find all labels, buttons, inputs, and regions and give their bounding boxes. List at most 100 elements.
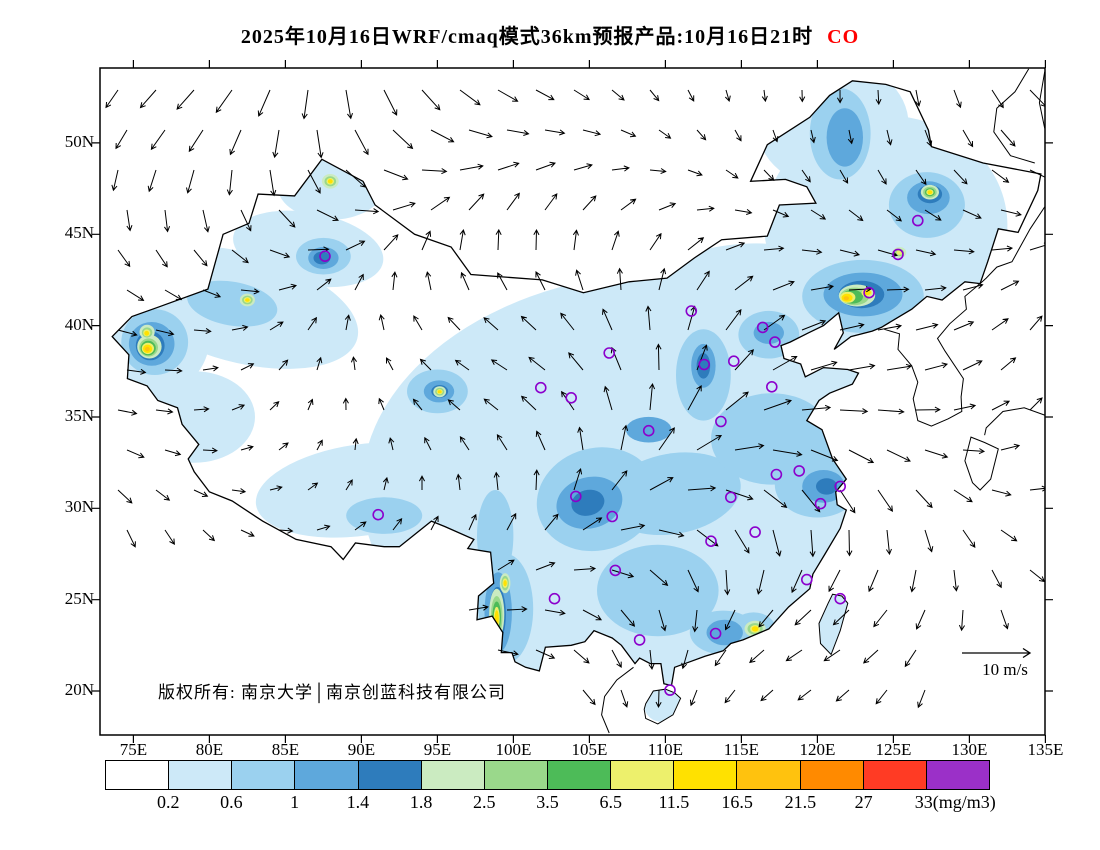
lat-tick-label: 20N [64, 680, 94, 699]
station-marker [569, 490, 582, 503]
lon-tick-label: 100E [495, 740, 532, 759]
lon-tick-label: 80E [195, 740, 224, 759]
station-marker [749, 526, 761, 538]
china-border [111, 80, 1042, 687]
colorbar-tick-label: 21.5 [784, 792, 817, 812]
colorbar: 0.2 0.6 1 1.4 1.8 2.5 3.5 6.5 11.5 16.5 21.5 27 33(m… [105, 760, 996, 820]
colorbar-segment [106, 761, 170, 789]
station-marker [793, 465, 806, 477]
title-text: 2025年10月16日WRF/cmaq模式36km预报产品:10月16日21时 [240, 26, 814, 48]
contour-blob [753, 321, 784, 344]
colorbar-segment [611, 761, 675, 789]
lat-tick-label: 45N [64, 223, 94, 243]
station-marker [709, 627, 722, 640]
station-marker [606, 510, 619, 523]
station-marker [765, 380, 778, 393]
contour-blob [597, 544, 719, 637]
contour-blob [133, 371, 255, 463]
copyright-text: 版权所有: 南京大学│南京创蓝科技有限公司 [158, 683, 507, 702]
station-marker [609, 564, 622, 577]
lon-tick-label: 130E [951, 740, 988, 759]
colorbar-segment [169, 761, 233, 789]
wind-vectors [105, 89, 1045, 709]
contour-blob [145, 346, 150, 352]
station-marker [834, 480, 847, 493]
station-marker [548, 592, 561, 605]
lon-tick-label: 115E [723, 740, 760, 759]
colorbar-segment [358, 761, 422, 789]
colorbar-tick-label: 1.8 [409, 792, 433, 812]
station-marker [372, 508, 385, 521]
contour-blob [346, 497, 423, 534]
taiwan-outline [818, 593, 849, 656]
station-marker [685, 305, 698, 317]
colorbar-tick-label: 0.6 [220, 792, 243, 812]
contour-blob [625, 416, 672, 443]
colorbar-tick-label: 3.5 [536, 792, 559, 812]
station-markers [319, 214, 924, 696]
lat-tick-label: 30N [64, 497, 94, 517]
station-marker [727, 355, 740, 368]
station-marker [769, 336, 781, 348]
colorbar-tick-label: 33(mg/m3) [914, 792, 996, 812]
lon-tick-label: 120E [799, 740, 836, 759]
station-marker [892, 248, 904, 261]
station-marker [565, 391, 578, 404]
lon-tick-label: 95E [423, 740, 452, 759]
contour-blob [751, 626, 759, 632]
colorbar-segment [926, 761, 989, 789]
lon-tick-label: 105E [571, 740, 608, 759]
contour-blob [144, 330, 150, 336]
colorbar-segment [547, 761, 612, 789]
colorbar-segment [863, 761, 927, 789]
contour-blob [437, 390, 442, 394]
lat-tick-label: 35N [64, 405, 94, 425]
colorbar-tick-label: 1 [290, 792, 300, 812]
station-marker [911, 214, 924, 227]
contour-blob [327, 179, 333, 184]
station-marker [705, 535, 717, 548]
colorbar-segment [421, 761, 485, 789]
contour-blob [605, 452, 741, 536]
title-pollutant: CO [827, 26, 860, 48]
station-marker [698, 358, 711, 371]
lon-tick-label: 110E [647, 740, 684, 759]
wind-scale-label: 10 m/s [982, 660, 1028, 679]
station-marker [724, 491, 737, 504]
contour-blob [927, 190, 933, 195]
lon-tick-label: 125E [875, 740, 912, 759]
station-marker [834, 592, 847, 605]
colorbar-swatches [105, 760, 990, 790]
colorbar-tick-label: 11.5 [658, 792, 690, 812]
forecast-map [92, 60, 1053, 743]
contour-layer [112, 80, 1008, 722]
colorbar-segment [800, 761, 864, 789]
lat-tick-label: 25N [64, 588, 94, 608]
contour-blob [313, 251, 331, 265]
contour-blob [376, 398, 529, 509]
station-marker [642, 424, 655, 437]
lat-tick-label: 40N [64, 314, 94, 334]
colorbar-tick-label: 2.5 [473, 792, 496, 812]
coastlines [601, 68, 1045, 734]
colorbar-segment [737, 761, 801, 789]
lat-tick-label: 50N [64, 131, 94, 151]
colorbar-tick-label: 27 [854, 792, 873, 812]
contour-blob [826, 108, 863, 167]
contour-blob [816, 478, 838, 495]
page-title: 2025年10月16日WRF/cmaq模式36km预报产品:10月16日21时 C… [0, 20, 1100, 49]
station-marker [814, 497, 827, 510]
wind-scale-arrow [962, 647, 1032, 659]
contour-blob [644, 689, 681, 722]
lon-tick-label: 135E [1027, 740, 1064, 759]
lon-tick-label: 75E [119, 740, 148, 759]
colorbar-tick-label: 6.5 [599, 792, 622, 812]
colorbar-segment [674, 761, 738, 789]
station-marker [715, 415, 727, 428]
colorbar-tick-label: 16.5 [721, 792, 753, 812]
station-marker [319, 250, 331, 262]
station-marker [863, 286, 875, 299]
station-marker [534, 381, 547, 394]
lon-tick-label: 85E [271, 740, 300, 759]
